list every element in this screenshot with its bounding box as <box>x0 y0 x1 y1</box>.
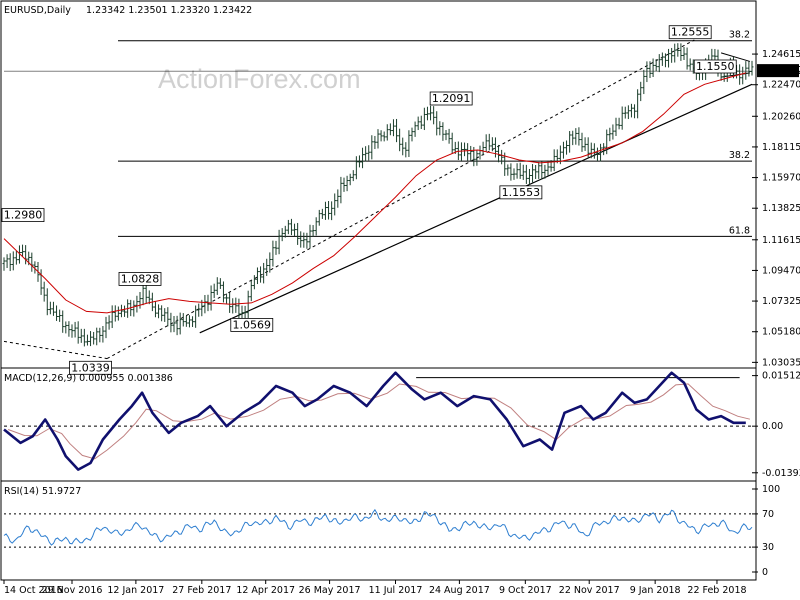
x-tick-label: 22 Nov 2017 <box>559 585 620 596</box>
macd-y-tick-label: 0.00 <box>762 421 783 432</box>
trend-line-support <box>199 83 753 334</box>
moving-average-line <box>3 72 746 314</box>
annotation-label: 1.0828 <box>121 272 160 285</box>
annotation-label: 1.1553 <box>502 186 541 199</box>
annotation-box <box>668 25 712 40</box>
x-tick-label: 9 Jan 2018 <box>630 585 681 596</box>
macd-header-label: MACD(12,26,9) 0.000955 0.001386 <box>4 373 173 384</box>
rsi-panel-frame <box>0 480 757 581</box>
watermark-text: ActionForex.com <box>158 64 361 94</box>
x-tick-label: 27 Feb 2017 <box>172 585 231 596</box>
rsi-line <box>3 508 753 546</box>
x-tick-label: 26 May 2017 <box>299 585 361 596</box>
price-y-tick-label: 1.07325 <box>762 296 800 307</box>
price-y-tick-label: 1.09470 <box>762 265 800 276</box>
current-price-label: 1.23422 <box>760 65 800 77</box>
x-tick-label: 29 Nov 2016 <box>42 585 103 596</box>
price-y-tick-label: 1.20260 <box>762 111 800 122</box>
rsi-y-tick-label: 100 <box>762 484 780 495</box>
x-tick-label: 22 Feb 2018 <box>687 585 746 596</box>
price-y-tick-label: 1.03035 <box>762 357 800 368</box>
annotation-label: 1.0339 <box>71 361 110 374</box>
x-tick-label: 11 Jul 2017 <box>369 585 423 596</box>
annotation-box <box>69 360 112 375</box>
price-layer: 38.2 38.2 61.8 1.2555 1.2091 1.1553 1.0828 1.05… <box>1 25 754 375</box>
macd-line <box>3 371 746 471</box>
price-y-tick-label: 1.13825 <box>762 203 800 214</box>
ohlc-label: 1.23342 1.23501 1.23320 1.23422 <box>86 5 252 16</box>
x-tick-label: 24 Aug 2017 <box>429 585 490 596</box>
x-tick-label: 12 Apr 2017 <box>236 585 295 596</box>
x-tick-label: 9 Oct 2017 <box>499 585 552 596</box>
price-y-tick-label: 1.11615 <box>762 235 800 246</box>
macd-signal-line <box>7 383 751 460</box>
price-y-tick-label: 1.05180 <box>762 327 800 338</box>
annotation-box <box>499 185 543 200</box>
current-price-badge <box>757 64 799 78</box>
rsi-layer: 100 70 30 0 <box>3 484 780 578</box>
annotation-box <box>693 59 737 74</box>
axis-layer: 1.24615 1.22470 1.20260 1.18115 1.15970 1.138… <box>3 49 800 596</box>
annotation-label: 1.1550 <box>696 60 735 73</box>
rsi-y-tick-label: 30 <box>762 542 774 553</box>
price-y-tick-label: 1.18115 <box>762 142 800 153</box>
rsi-y-tick-label: 0 <box>762 567 768 578</box>
fib-label: 38.2 <box>729 150 750 161</box>
annotation-label: 1.2091 <box>432 92 471 105</box>
price-y-tick-label: 1.15970 <box>762 173 800 184</box>
macd-y-tick-label: -0.013938 <box>762 468 800 479</box>
annotation-box <box>230 318 274 332</box>
rsi-y-tick-label: 70 <box>762 509 774 520</box>
x-tick-label: 12 Jan 2017 <box>107 585 164 596</box>
fib-label: 61.8 <box>729 225 750 236</box>
annotation-label: 1.2555 <box>671 26 710 39</box>
rsi-header-label: RSI(14) 51.9727 <box>4 486 81 497</box>
triangle-upper-line <box>720 52 751 62</box>
symbol-label: EURUSD,Daily <box>4 5 71 16</box>
fib-label: 38.2 <box>729 30 750 41</box>
annotation-label: 1.0569 <box>233 318 272 331</box>
price-y-tick-label: 1.22470 <box>762 80 800 91</box>
price-y-tick-label: 1.24615 <box>762 49 800 60</box>
annotation-box <box>118 272 162 286</box>
x-tick-label: 14 Oct 2016 <box>4 585 63 596</box>
macd-y-tick-label: 0.01512 <box>762 371 800 382</box>
macd-layer: 0.01512 0.00 -0.013938 <box>3 371 800 479</box>
annotation-box <box>1 208 45 222</box>
annotation-label: 1.2980 <box>4 209 43 222</box>
annotation-box <box>429 91 473 106</box>
